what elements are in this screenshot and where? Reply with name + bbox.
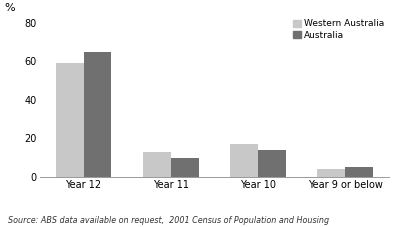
Bar [230, 144, 258, 177]
Text: %: % [5, 3, 15, 13]
Bar [143, 152, 171, 177]
Bar [258, 150, 286, 177]
Bar [171, 158, 198, 177]
Legend: Western Australia, Australia: Western Australia, Australia [293, 20, 385, 40]
Bar [56, 63, 83, 177]
Bar [345, 168, 373, 177]
Bar [317, 169, 345, 177]
Bar [83, 52, 112, 177]
Text: Source: ABS data available on request,  2001 Census of Population and Housing: Source: ABS data available on request, 2… [8, 216, 329, 225]
